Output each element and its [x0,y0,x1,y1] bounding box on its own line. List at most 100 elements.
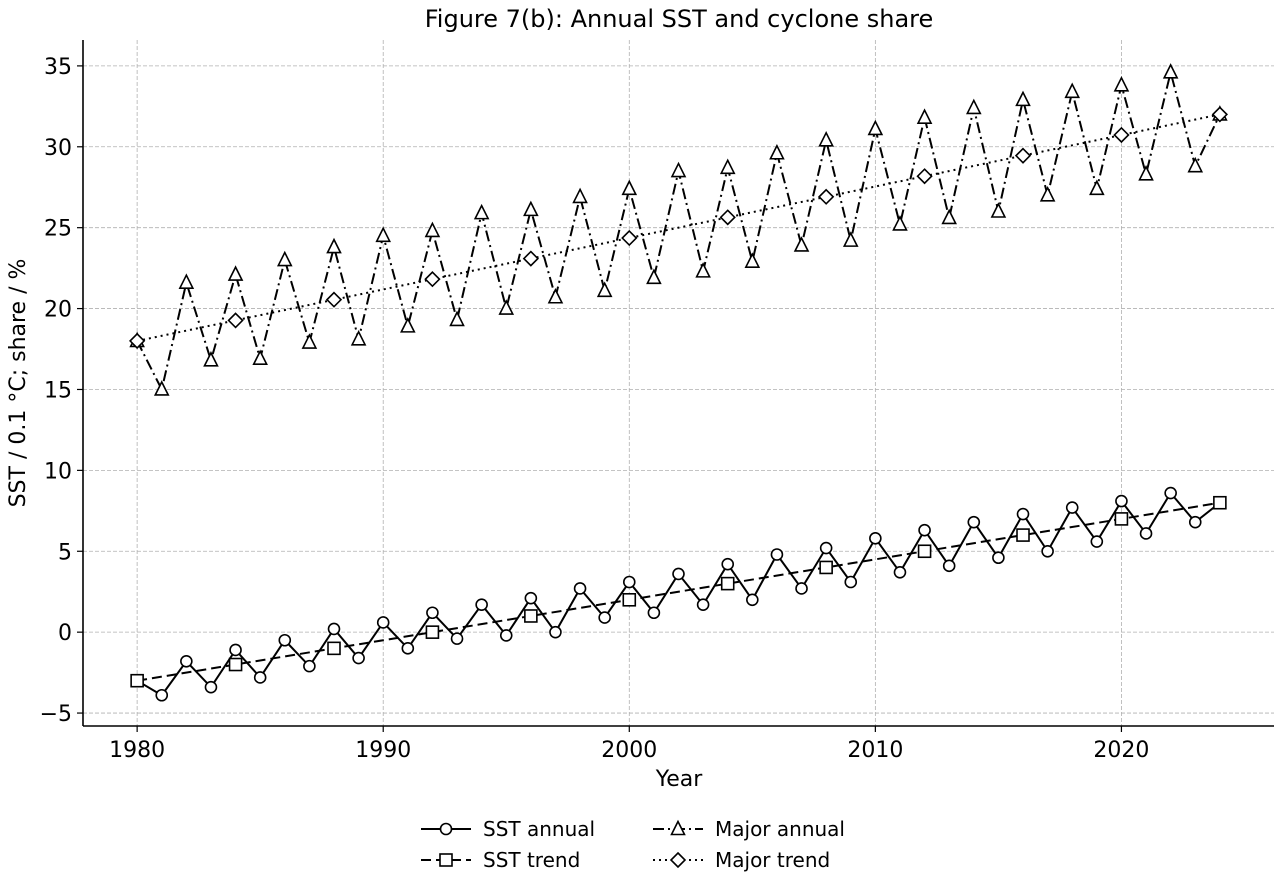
y-axis-label: SST / 0.1 °C; share / % [6,259,31,508]
data-point [523,200,539,217]
plot-series [129,63,1228,702]
data-point [867,119,884,136]
data-point [426,606,439,620]
data-point [228,657,243,672]
data-point [647,606,661,620]
data-point [401,642,415,655]
data-point [573,582,587,595]
data-point [696,598,710,611]
data-point [522,250,539,267]
data-point [670,161,687,178]
y-tick-label: 15 [44,378,72,403]
data-point [129,332,146,350]
x-axis-label: Year [655,767,704,792]
data-point [622,593,637,607]
data-point [498,299,515,315]
y-tick-label: 0 [58,621,72,646]
data-point [596,281,613,298]
data-point [475,598,488,611]
data-point [180,654,193,668]
x-tick-label: 1980 [109,738,165,763]
data-point [918,523,931,537]
data-point [253,671,267,684]
data-point [1211,106,1228,123]
series-line [136,72,1221,393]
data-point [1016,528,1030,542]
data-point [449,310,465,327]
data-point [450,632,464,645]
data-point [892,215,908,231]
data-point [524,591,538,605]
data-point [695,262,711,278]
y-tick-label: −5 [40,702,72,727]
series-major-annual [129,63,1228,396]
data-point [967,515,981,529]
data-point [1164,486,1177,500]
data-point [1115,494,1128,508]
data-point [1016,507,1030,521]
y-tick-label: 20 [44,298,72,323]
data-point [1089,179,1105,196]
series-sst-annual [130,486,1227,702]
data-point [227,312,244,329]
data-point [229,643,242,657]
data-point [992,551,1005,565]
data-point [844,575,858,589]
y-tick-label: 10 [44,459,72,484]
data-point [499,629,513,642]
data-point [326,237,342,254]
data-point [130,673,144,688]
legend: SST annual SST trend Major annual Major tre… [421,817,845,872]
chart-title: Figure 7(b): Annual SST and cyclone shar… [425,5,934,33]
data-point [819,541,833,555]
data-point [549,625,562,639]
data-point [400,317,416,333]
data-point [178,273,195,289]
data-point [1090,535,1104,548]
data-point [746,593,759,607]
data-point [893,565,907,579]
legend-label: Major trend [715,848,830,872]
data-point [1114,512,1129,526]
axis-ticks: 1980 1990 2000 2010 2020 −5 0 5 10 15 20 25 30 35 [40,55,1150,763]
data-point [1162,63,1179,79]
data-point [376,616,390,629]
y-tick-label: 25 [44,217,72,242]
data-point [1113,126,1130,144]
data-point [941,208,957,225]
data-point [1139,527,1153,540]
legend-item: Major annual [653,817,845,841]
data-point [1187,156,1204,173]
data-point [424,221,441,238]
legend-marker [669,851,687,869]
data-point [942,559,956,573]
data-point [793,236,810,252]
data-point [276,250,293,267]
data-point [301,333,318,349]
data-point [547,287,564,304]
data-point [1188,515,1202,529]
data-point [622,575,636,589]
y-tick-label: 30 [44,136,72,161]
data-point [327,622,341,636]
legend-label: Major annual [715,817,845,841]
data-point [621,179,638,196]
data-point [770,548,784,561]
data-point [819,560,833,575]
series-line [136,491,1221,697]
data-point [769,143,785,160]
x-tick-label: 2010 [847,738,903,763]
data-point [621,229,638,247]
legend-marker [439,822,453,836]
data-point [375,226,392,243]
data-point [1015,90,1031,107]
data-point [818,188,835,205]
data-point [869,532,882,545]
legend-label: SST trend [483,848,580,872]
data-point [350,330,367,346]
data-point [916,108,933,124]
data-point [204,680,218,694]
data-point [425,625,440,639]
data-point [278,633,292,647]
data-point [719,209,736,226]
